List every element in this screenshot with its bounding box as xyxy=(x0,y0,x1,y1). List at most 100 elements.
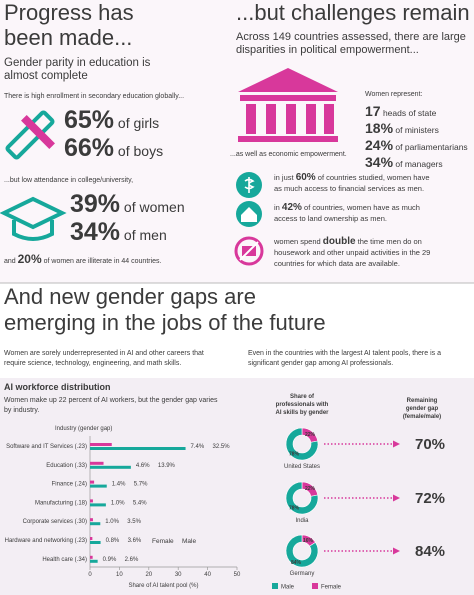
stat-value: 24% xyxy=(365,137,394,153)
chart-subtitle: Women make up 22 percent of AI workers, … xyxy=(4,397,218,404)
legend-swatch xyxy=(272,583,278,589)
gap-value: 70% xyxy=(415,436,445,453)
ruler-pencil-icon xyxy=(5,110,55,160)
text-segment: 20% xyxy=(18,252,42,266)
bar xyxy=(90,537,93,540)
stat-value: 17 xyxy=(365,103,381,119)
arrow-head xyxy=(393,440,400,448)
note: Women represent: xyxy=(365,91,423,98)
land-icon xyxy=(236,201,262,227)
stat-label: of men xyxy=(120,227,167,243)
bar xyxy=(90,484,107,488)
top-background xyxy=(0,0,474,283)
stat-label: of managers xyxy=(393,159,443,169)
stat-value: 39% xyxy=(70,190,120,218)
text-segment: 60% xyxy=(296,172,316,183)
stat-value: 34% xyxy=(365,154,394,170)
chart-subtitle: by industry. xyxy=(4,407,39,414)
arrow-head xyxy=(393,494,400,502)
x-tick-label: 10 xyxy=(116,572,123,578)
stat-label: of girls xyxy=(114,115,159,131)
arrow-head xyxy=(393,547,400,555)
value-label: 2.6% xyxy=(125,557,139,563)
value-label: 3.5% xyxy=(127,519,141,525)
economic-text: countries for which data are available. xyxy=(274,259,400,268)
legend-label: Male xyxy=(281,585,295,591)
chart-title: gender gap xyxy=(406,406,439,412)
value-label: 1.0% xyxy=(105,519,119,525)
chart-title: AI skills by gender xyxy=(275,410,329,416)
legend-label: Female xyxy=(152,538,174,545)
legend-label: Female xyxy=(321,585,342,591)
text-segment: of countries, women have as much xyxy=(302,203,420,212)
chart-title: (female/male) xyxy=(403,414,441,420)
graduation-cap-icon xyxy=(0,196,67,241)
section-title: ...but challenges remain xyxy=(236,0,470,25)
note: There is high enrollment in secondary ed… xyxy=(4,93,184,100)
gap-value: 84% xyxy=(415,543,445,560)
x-axis-label: Share of AI talent pool (%) xyxy=(128,583,198,589)
legend-label: Male xyxy=(182,538,196,545)
value-label: 78% xyxy=(289,505,300,511)
section-title: Progress has xyxy=(4,0,134,25)
building-icon xyxy=(238,68,338,142)
economic-text: women spend double the time men do on xyxy=(273,236,422,247)
note: and 20% of women are illiterate in 44 co… xyxy=(4,252,162,266)
text-segment: of women are illiterate in 44 countries. xyxy=(42,258,162,265)
donut-segment xyxy=(285,481,319,515)
stat-label: of ministers xyxy=(393,125,439,135)
text-segment: 42% xyxy=(282,202,302,213)
chart-title: Share of xyxy=(290,394,315,400)
y-tick-label: Manufacturing (.18) xyxy=(35,500,87,506)
stat-label: of parliamentarians xyxy=(393,142,468,152)
chart-background xyxy=(0,378,474,595)
text-segment: in xyxy=(274,203,282,212)
donut-segment xyxy=(285,427,319,461)
y-tick-label: Finance (.24) xyxy=(52,482,87,488)
bar xyxy=(90,522,101,526)
paragraph: Even in the countries with the largest A… xyxy=(248,350,441,357)
stat: 39% of women xyxy=(70,190,185,218)
section-title: been made... xyxy=(4,25,132,50)
chart-title: AI workforce distribution xyxy=(4,382,111,392)
value-label: 32.5% xyxy=(213,444,231,450)
paragraph: Women are sorely underrepresented in AI … xyxy=(4,350,204,357)
bar xyxy=(90,559,98,563)
value-label: 13.9% xyxy=(158,463,176,469)
x-tick-label: 20 xyxy=(145,572,152,578)
value-label: 84% xyxy=(291,560,302,566)
stat-value: 65% xyxy=(64,106,114,134)
stat: 66% of boys xyxy=(64,134,163,162)
economic-text: access to land ownership as men. xyxy=(274,214,387,223)
chart-title: professionals with xyxy=(276,402,329,408)
text-segment: and xyxy=(4,258,18,265)
stat: 34% of men xyxy=(70,218,167,246)
section-subtitle: disparities in political empowerment... xyxy=(236,44,419,56)
legend-swatch xyxy=(312,583,318,589)
stat-label: of women xyxy=(120,199,185,215)
x-tick-label: 30 xyxy=(175,572,182,578)
value-label: 0.8% xyxy=(106,538,120,544)
stat: 34% of managers xyxy=(365,154,443,170)
y-tick-label: Corporate services (.30) xyxy=(23,519,87,525)
value-label: 16% xyxy=(303,538,314,544)
value-label: 0.9% xyxy=(103,557,117,563)
donut-segment xyxy=(285,534,319,568)
paragraph: require science, technology, engineering… xyxy=(4,360,181,367)
y-tick-label: Software and IT Services (.23) xyxy=(6,444,87,450)
stat-value: 34% xyxy=(70,218,120,246)
economic-text: in just 60% of countries studied, women … xyxy=(274,172,430,183)
economic-text: in 42% of countries, women have as much xyxy=(274,202,420,213)
x-tick-label: 0 xyxy=(88,572,92,578)
bar xyxy=(90,555,93,559)
text-segment: countries for which data are available. xyxy=(274,259,400,268)
note: ...as well as economic empowerment. xyxy=(230,151,347,158)
x-tick-label: 50 xyxy=(234,572,241,578)
note: ...but low attendance in college/univers… xyxy=(4,177,133,184)
value-label: 78% xyxy=(289,451,300,457)
axis-label: Industry (gender gap) xyxy=(55,426,112,432)
section-title: And new gender gaps are xyxy=(4,284,256,309)
gap-value: 72% xyxy=(415,490,445,507)
category-label: India xyxy=(295,518,309,524)
